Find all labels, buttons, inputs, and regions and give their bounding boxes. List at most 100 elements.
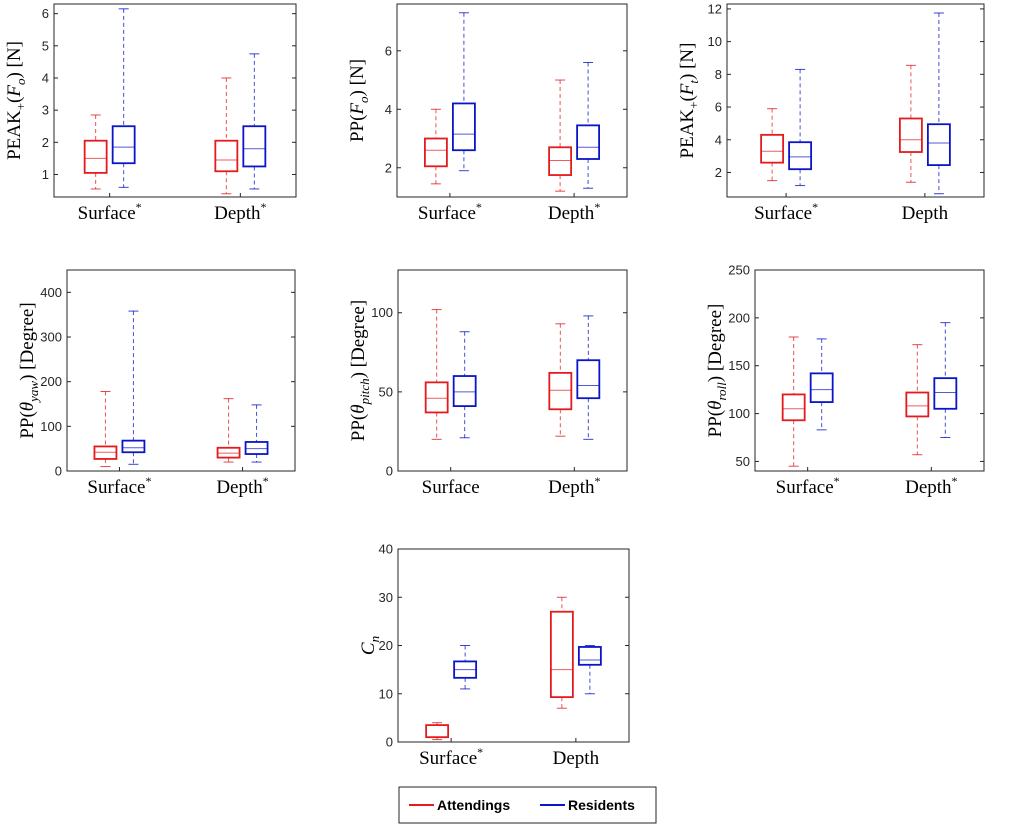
- category-text: Depth: [548, 203, 595, 224]
- y-tick-label: 0: [386, 464, 393, 479]
- iqr-box: [111, 125, 136, 165]
- significance-star: *: [595, 474, 601, 488]
- series-residents: [788, 12, 951, 195]
- iqr-box: [933, 377, 958, 410]
- significance-star: *: [834, 474, 840, 488]
- iqr-box: [548, 371, 573, 411]
- iqr-box: [760, 133, 785, 164]
- category-label-depth: Depth*: [548, 200, 600, 224]
- iqr-box: [242, 125, 267, 168]
- y-tick-label: 100: [40, 419, 62, 434]
- box-residents-surface: [452, 331, 477, 439]
- y-tick-label: 2: [385, 160, 392, 175]
- category-text: Depth: [214, 203, 261, 224]
- box-attendings-surface: [83, 114, 108, 190]
- significance-star: *: [263, 474, 269, 488]
- y-axis-label: PP(θyaw) [Degree]: [17, 302, 41, 438]
- box-attendings-surface: [425, 722, 450, 741]
- iqr-box: [905, 391, 930, 418]
- box-residents-depth: [242, 53, 267, 190]
- series-attendings: [425, 596, 574, 741]
- series-residents: [452, 315, 601, 440]
- category-label-surface: Surface*: [754, 200, 818, 224]
- panel-cn: 0 10 20 30 40 Surface* Depth Cn: [358, 542, 630, 769]
- y-tick-label: 400: [40, 285, 62, 300]
- axes-frame: [53, 3, 297, 198]
- y-tick-label: 4: [385, 102, 392, 117]
- iqr-box: [83, 139, 108, 174]
- iqr-box: [452, 375, 477, 408]
- y-tick-label: 4: [715, 132, 722, 147]
- box-residents-surface: [788, 68, 813, 187]
- y-tick-label: 4: [42, 70, 49, 85]
- axes-frame: [754, 269, 985, 472]
- category-text: Surface: [422, 477, 480, 498]
- category-text: Surface: [419, 748, 477, 769]
- category-label-depth: Depth: [553, 748, 600, 769]
- y-tick-label: 200: [728, 310, 750, 325]
- y-tick-label: 50: [379, 384, 393, 399]
- panel-pp-pitch: 0 50 100 Surface Depth* PP(θpitch) [Degree]: [348, 269, 628, 498]
- significance-star: *: [594, 200, 600, 214]
- iqr-box: [423, 137, 448, 168]
- y-tick-label: 3: [42, 103, 49, 118]
- category-text: Depth: [216, 477, 263, 498]
- y-tick-label: 5: [42, 38, 49, 53]
- significance-star: *: [145, 474, 151, 488]
- box-attendings-depth: [905, 344, 930, 456]
- panel-peak-ft: 2 4 6 8 10 12 Surface* Depth PEAK+(Ft) [N]: [677, 1, 985, 224]
- category-label-surface: Surface*: [419, 745, 483, 769]
- category-label-surface: Surface*: [78, 200, 142, 224]
- box-attendings-surface: [781, 336, 806, 467]
- significance-star: *: [261, 200, 267, 214]
- y-axis-label: PP(θpitch) [Degree]: [348, 300, 372, 441]
- y-tick-label: 40: [379, 542, 393, 557]
- box-residents-depth: [926, 12, 951, 195]
- significance-star: *: [136, 200, 142, 214]
- y-tick-label: 20: [379, 638, 393, 653]
- category-label-depth: Depth*: [548, 474, 600, 498]
- y-tick-label: 30: [379, 590, 393, 605]
- box-residents-depth: [577, 645, 602, 695]
- legend-label-residents: Residents: [568, 797, 635, 813]
- y-axis-label: PP(θroll) [Degree]: [705, 304, 729, 438]
- iqr-box: [576, 359, 601, 400]
- series-attendings: [760, 64, 923, 183]
- iqr-box: [424, 381, 449, 414]
- box-residents-depth: [576, 315, 601, 440]
- axes-frame: [397, 269, 628, 472]
- category-label-surface: Surface*: [418, 200, 482, 224]
- series-residents: [451, 12, 600, 189]
- series-attendings: [93, 390, 241, 468]
- iqr-box: [121, 439, 146, 454]
- series-attendings: [83, 77, 239, 195]
- category-text: Surface: [78, 203, 136, 224]
- iqr-box: [548, 146, 572, 176]
- iqr-box: [788, 141, 813, 171]
- significance-star: *: [952, 474, 958, 488]
- y-tick-label: 300: [40, 330, 62, 345]
- series-residents: [111, 8, 267, 190]
- y-tick-label: 150: [728, 358, 750, 373]
- series-residents: [121, 310, 269, 465]
- y-tick-label: 200: [40, 374, 62, 389]
- box-attendings-surface: [760, 108, 785, 182]
- y-tick-label: 12: [708, 1, 722, 16]
- y-tick-label: 0: [55, 464, 62, 479]
- y-tick-label: 8: [715, 67, 722, 82]
- legend: Attendings Residents: [398, 786, 657, 824]
- y-tick-label: 0: [386, 735, 393, 750]
- iqr-box: [926, 123, 951, 167]
- category-label-surface: Surface: [422, 477, 480, 498]
- significance-star: *: [477, 745, 483, 759]
- iqr-box: [809, 372, 834, 403]
- category-label-depth: Depth*: [216, 474, 268, 498]
- category-text: Surface: [754, 203, 812, 224]
- category-label-depth: Depth: [902, 203, 949, 224]
- category-text: Depth: [905, 477, 952, 498]
